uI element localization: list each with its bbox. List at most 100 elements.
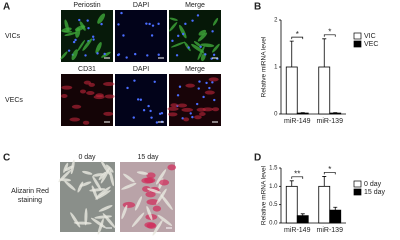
nucleus [151,24,155,27]
cell [155,169,167,185]
cell [142,186,151,193]
cell [197,46,205,61]
nucleus [178,85,182,88]
cell [169,17,178,21]
nucleus [92,38,95,41]
cell [152,219,163,236]
y-tick-label: 1.5 [269,166,278,172]
nucleus [74,38,77,42]
cell [198,29,207,36]
error-bar [322,38,327,67]
cell [160,194,173,210]
nucleus [87,26,90,30]
cell [101,51,111,58]
nucleus [117,53,121,56]
nucleus [148,22,151,26]
nucleus [176,94,180,97]
cell [91,185,98,200]
cell [64,32,77,36]
nucleus [196,14,200,17]
cell [70,212,81,228]
nucleus [212,53,216,57]
cell [191,43,205,54]
nucleus [184,22,187,26]
cell [170,103,178,108]
cell [98,205,113,212]
nucleus [103,52,106,56]
nucleus [153,80,156,83]
cell [146,205,153,221]
error-bar [289,40,294,67]
cell [147,188,162,194]
cell [64,165,74,172]
cell [123,173,135,183]
nucleus [145,22,148,25]
cell [109,170,115,187]
nucleus [197,87,200,90]
cell [146,172,156,179]
nucleus [155,121,159,124]
cell [179,24,187,39]
cell [86,91,95,96]
cell [169,21,178,32]
significance-label: * [328,165,331,174]
legend-swatch [353,180,362,188]
nucleus [120,11,123,15]
nucleus [191,115,194,119]
nucleus [122,34,125,37]
nucleus [149,109,152,113]
significance-label: * [296,30,299,39]
nucleus [158,112,162,116]
significance-bracket [323,34,336,37]
cell [200,43,215,48]
nucleus [160,112,164,115]
column-label: DAPI [133,66,149,73]
nucleus [150,116,153,119]
cell [69,117,81,122]
legend-swatch [353,32,362,40]
cell [61,85,73,90]
cell [98,171,106,181]
cell [121,182,137,190]
cell [63,162,69,173]
legend-label: VEC [364,41,378,48]
cell [74,25,86,32]
y-tick-label: 0.5 [269,202,278,208]
nucleus [136,98,140,101]
bar [296,112,309,115]
nucleus [139,98,143,101]
nucleus [198,80,201,83]
cell [167,164,177,171]
cell [202,107,213,112]
cell [212,17,219,26]
bar [285,185,298,224]
legend-swatch [353,40,362,48]
cell [136,171,149,175]
nucleus [142,109,146,112]
panel-letter: A [3,2,10,13]
y-tick-label: 0.0 [269,221,278,227]
nucleus [208,86,211,90]
nucleus [157,22,160,26]
y-tick-label: 1.0 [269,184,278,190]
cell [62,30,73,33]
cell [71,104,82,109]
nucleus [78,18,81,22]
cell [159,179,170,186]
nucleus [117,23,120,26]
column-label: 0 day [78,154,96,161]
cell [93,95,105,100]
panel-letter: D [254,153,261,164]
nucleus [133,79,136,82]
legend-label: 15 day [364,189,386,196]
error-bar [300,213,305,216]
nucleus [147,104,150,108]
panel-letter: B [254,2,261,13]
row-label: VECs [5,97,23,104]
cell [104,94,115,99]
bar [329,112,342,115]
cell [152,205,162,212]
cell [94,215,112,219]
cell [197,32,208,42]
